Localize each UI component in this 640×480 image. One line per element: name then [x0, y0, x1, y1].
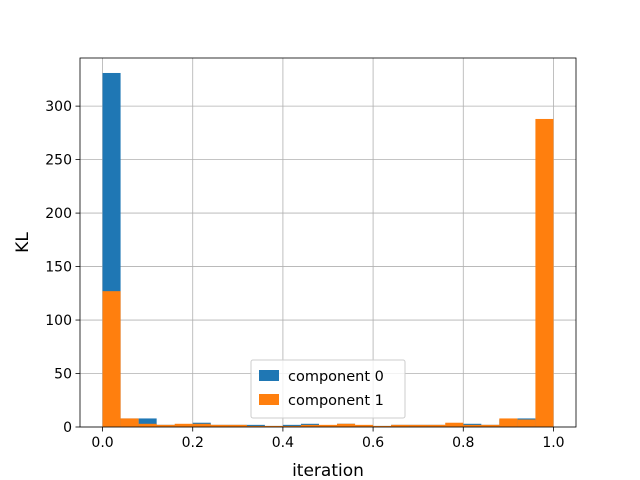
x-tick-label: 0.6: [362, 435, 384, 451]
bar-component-1-bin-11: [300, 424, 319, 427]
y-tick-label: 250: [45, 153, 72, 169]
bar-component-1-bin-20: [463, 424, 482, 427]
y-axis-ticks: 0 50 100 150 200 250 300: [45, 99, 80, 436]
bar-component-1-bin-24: [535, 118, 554, 428]
bar-component-1-bin-10: [282, 425, 301, 427]
plot-frame: [79, 57, 577, 428]
bar-component-1-bin-17: [409, 424, 428, 427]
bar-component-1-bin-15: [373, 425, 392, 427]
bar-component-1-bin-2: [138, 423, 157, 427]
bar-component-1-bin-13: [337, 423, 356, 427]
x-tick-label: 0.8: [452, 435, 474, 451]
bar-component-1-bin-18: [427, 424, 446, 427]
bar-component-1-bin-23: [517, 419, 536, 427]
y-tick-label: 150: [45, 260, 72, 276]
legend-box: [250, 359, 406, 419]
y-tick-label: 0: [63, 420, 72, 436]
legend-swatch-component-1: [259, 394, 279, 405]
x-axis-label: iteration: [292, 461, 364, 480]
bar-component-1-bin-8: [246, 425, 265, 427]
legend-label-component-0: component 0: [288, 369, 384, 385]
bar-component-1-bin-9: [264, 425, 283, 427]
bar-component-0-bin-2: [138, 418, 157, 427]
bar-component-1-bin-6: [210, 424, 229, 427]
bar-component-1-bin-21: [481, 424, 500, 427]
bar-component-1-bin-7: [228, 424, 247, 427]
y-tick-label: 200: [45, 206, 72, 222]
x-tick-label: 1.0: [542, 435, 564, 451]
bar-component-1-bin-0: [102, 291, 121, 427]
bar-component-1-bin-4: [174, 423, 193, 427]
legend: component 0 component 1: [250, 359, 406, 419]
x-tick-label: 0.2: [182, 435, 204, 451]
x-tick-label: 0.0: [91, 435, 113, 451]
bar-component-1-bin-5: [192, 423, 211, 427]
bar-component-1-bin-12: [318, 424, 338, 427]
legend-swatch-component-0: [259, 370, 279, 381]
bar-component-1-bin-16: [391, 424, 410, 427]
bar-component-1-bin-3: [156, 424, 175, 427]
x-axis-ticks: 0.0 0.2 0.4 0.6 0.8 1.0: [91, 427, 565, 451]
legend-label-component-1: component 1: [288, 393, 384, 409]
bar-component-1-bin-19: [445, 422, 464, 427]
y-tick-label: 300: [45, 99, 72, 115]
histogram-bars: [102, 72, 554, 428]
y-tick-label: 100: [45, 313, 72, 329]
x-tick-label: 0.4: [272, 435, 294, 451]
y-axis-label: KL: [13, 232, 33, 253]
bar-component-1-bin-1: [120, 418, 139, 427]
bar-component-1-bin-22: [499, 418, 518, 427]
y-tick-label: 50: [54, 367, 72, 383]
bar-component-1-bin-14: [355, 424, 374, 427]
